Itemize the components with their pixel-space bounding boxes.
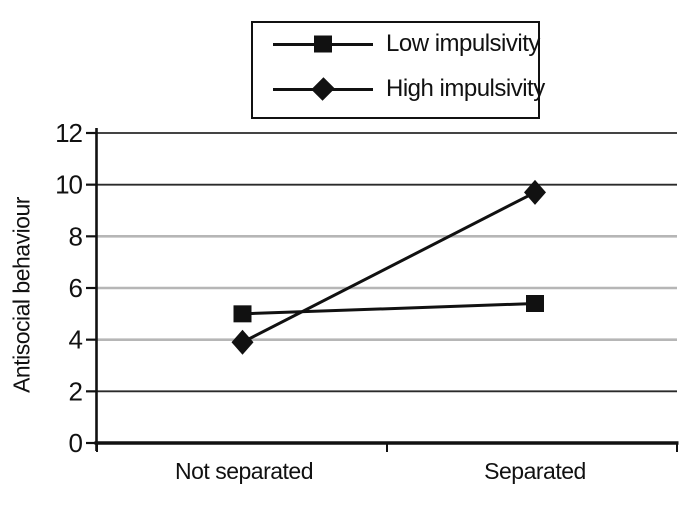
y-tick-label-4: 4: [69, 325, 83, 355]
y-tick-label-8: 8: [69, 221, 83, 251]
legend: Low impulsivity High impulsivity: [251, 21, 545, 119]
marker-diamond-0: [231, 329, 254, 355]
y-tick-label-0: 0: [69, 428, 83, 458]
marker-square-1: [526, 295, 544, 312]
marker-square-0: [233, 305, 252, 323]
marker-diamond-1: [524, 179, 546, 205]
legend-line-sample: [273, 77, 373, 101]
x-category-label-separated: Separated: [484, 458, 586, 484]
legend-item-low-impulsivity: Low impulsivity: [273, 30, 540, 58]
series-line-high-impulsivity: [241, 191, 536, 344]
y-tick-label-6: 6: [69, 273, 83, 303]
y-tick-label-12: 12: [55, 118, 82, 148]
legend-label: High impulsivity: [386, 75, 545, 102]
legend-label: Low impulsivity: [386, 30, 540, 57]
y-tick-label-10: 10: [55, 170, 82, 200]
series-line-low-impulsivity: [242, 302, 536, 316]
x-category-label-not-separated: Not separated: [175, 458, 313, 484]
legend-item-high-impulsivity: High impulsivity: [273, 75, 545, 103]
legend-line-sample: [273, 35, 373, 53]
y-axis-title: Antisocial behaviour: [8, 197, 35, 393]
square-marker-icon: [314, 35, 332, 53]
y-tick-label-2: 2: [69, 376, 83, 406]
diamond-marker-icon: [311, 77, 335, 101]
